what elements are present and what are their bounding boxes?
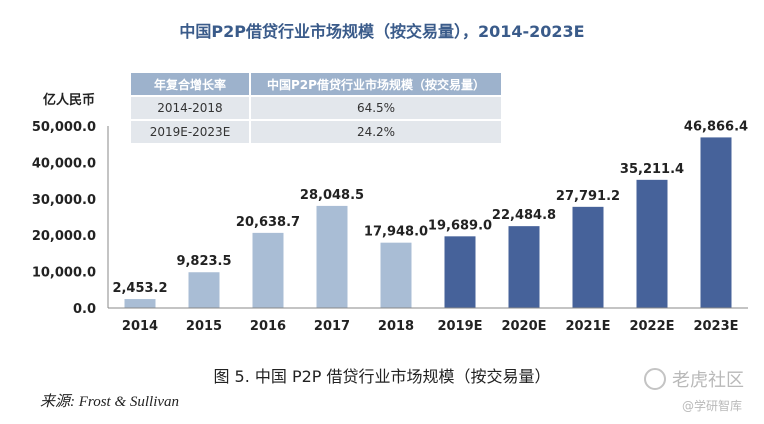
table-row: 2019E-2023E 24.2% xyxy=(131,119,501,143)
cagr-header-rate: 年复合增长率 xyxy=(131,73,251,96)
watermark: 老虎社区 xyxy=(644,366,744,392)
bar xyxy=(252,232,284,308)
bar xyxy=(380,242,412,308)
bar xyxy=(124,299,156,308)
y-tick-label: 10,000.0 xyxy=(32,266,96,281)
data-label: 46,866.4 xyxy=(684,119,748,134)
y-tick-label: 0.0 xyxy=(73,302,96,317)
x-tick-label: 2017 xyxy=(314,319,350,334)
watermark-text: 老虎社区 xyxy=(672,370,744,391)
data-label: 20,638.7 xyxy=(236,215,300,230)
data-label: 28,048.5 xyxy=(300,188,364,203)
bar xyxy=(636,179,668,308)
x-tick-label: 2022E xyxy=(629,319,674,334)
cagr-header-market: 中国P2P借贷行业市场规模（按交易量） xyxy=(250,73,501,96)
x-tick-label: 2020E xyxy=(501,319,546,334)
chart-title: 中国P2P借贷行业市场规模（按交易量），2014-2023E xyxy=(179,22,585,41)
cagr-value: 64.5% xyxy=(250,95,501,120)
y-tick-label: 50,000.0 xyxy=(32,120,96,135)
watermark-logo-icon xyxy=(644,368,666,390)
x-tick-label: 2021E xyxy=(565,319,610,334)
bar xyxy=(316,205,348,308)
y-axis-unit-label: 亿人民币 xyxy=(43,93,96,108)
x-tick-label: 2014 xyxy=(122,319,158,334)
x-tick-label: 2018 xyxy=(378,319,414,334)
watermark-handle: @学研智库 xyxy=(681,399,742,413)
data-label: 17,948.0 xyxy=(364,225,428,240)
bar xyxy=(444,236,476,308)
data-label: 35,211.4 xyxy=(620,162,684,177)
x-tick-label: 2015 xyxy=(186,319,222,334)
cagr-period: 2014-2018 xyxy=(131,95,251,120)
source-note: 来源: Frost & Sullivan xyxy=(40,394,180,410)
data-label: 2,453.2 xyxy=(112,281,167,296)
x-tick-label: 2023E xyxy=(693,319,738,334)
y-tick-label: 30,000.0 xyxy=(32,193,96,208)
cagr-period: 2019E-2023E xyxy=(131,119,251,143)
cagr-table: 年复合增长率 中国P2P借贷行业市场规模（按交易量） 2014-2018 64.… xyxy=(131,73,501,143)
figure-caption: 图 5. 中国 P2P 借贷行业市场规模（按交易量） xyxy=(213,367,551,386)
bar xyxy=(700,137,732,308)
bar xyxy=(508,226,540,308)
table-row: 2014-2018 64.5% xyxy=(131,95,501,120)
bar xyxy=(572,206,604,308)
x-tick-label: 2019E xyxy=(437,319,482,334)
y-tick-label: 20,000.0 xyxy=(32,229,96,244)
y-tick-label: 40,000.0 xyxy=(32,156,96,171)
data-label: 27,791.2 xyxy=(556,189,620,204)
bar xyxy=(188,272,220,308)
data-label: 19,689.0 xyxy=(428,218,492,233)
cagr-value: 24.2% xyxy=(250,119,501,143)
x-tick-label: 2016 xyxy=(250,319,286,334)
data-label: 9,823.5 xyxy=(176,254,231,269)
data-label: 22,484.8 xyxy=(492,208,556,223)
